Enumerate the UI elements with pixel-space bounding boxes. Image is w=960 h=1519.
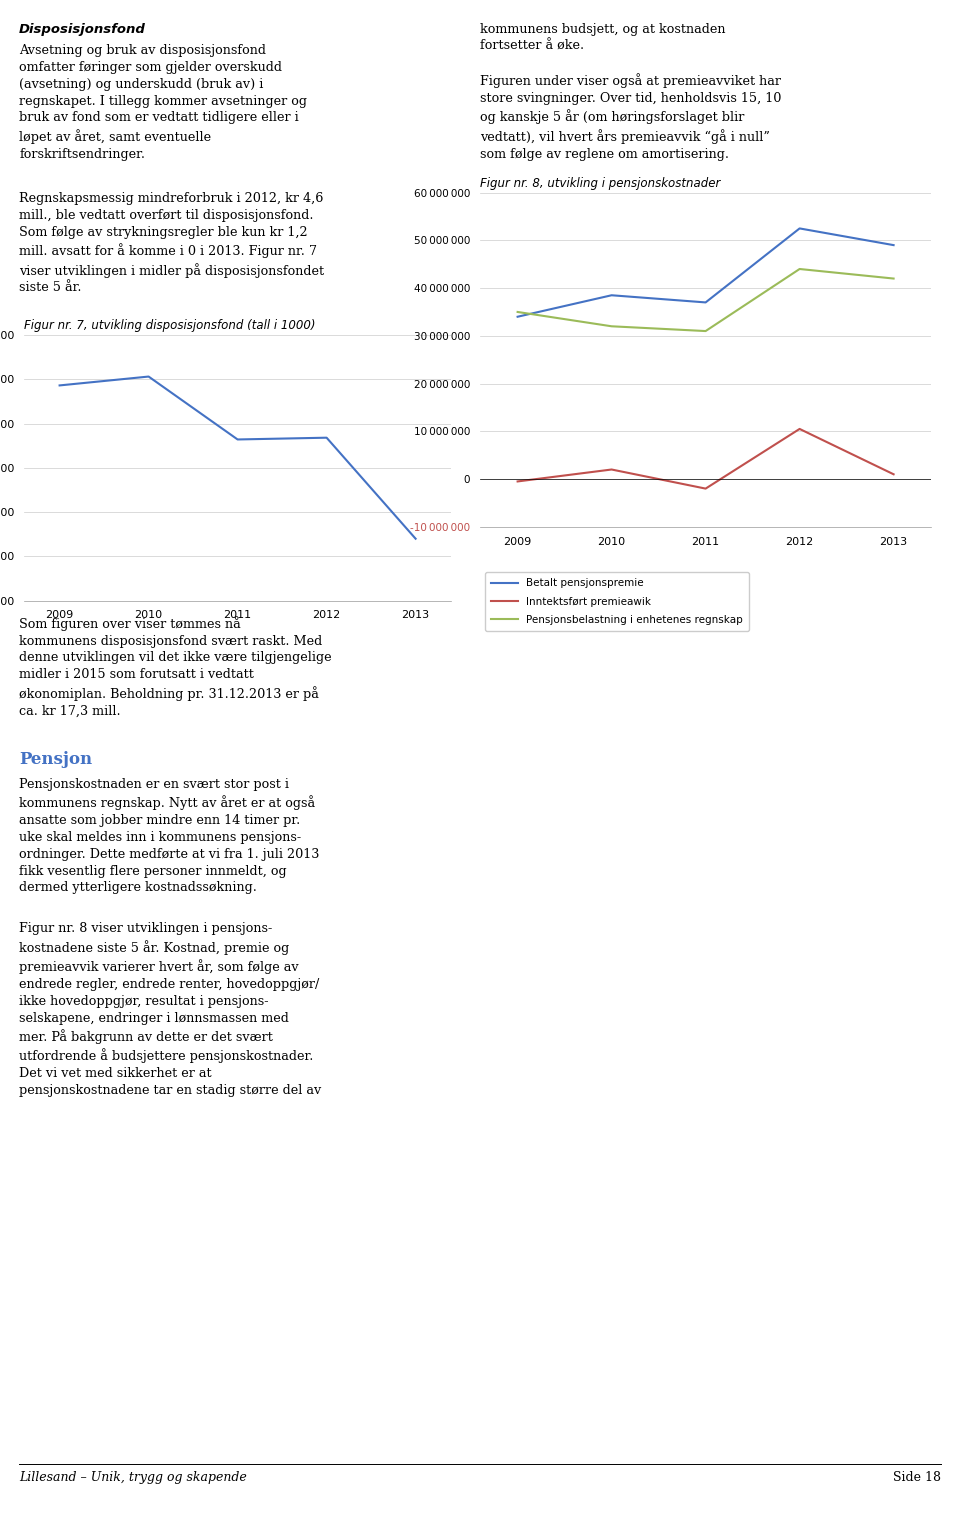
Text: Regnskapsmessig mindreforbruk i 2012, kr 4,6
mill., ble vedtatt overført til dis: Regnskapsmessig mindreforbruk i 2012, kr…: [19, 191, 324, 295]
Text: Figur nr. 8, utvikling i pensjonskostnader: Figur nr. 8, utvikling i pensjonskostnad…: [480, 176, 720, 190]
Betalt pensjonspremie: [512, 308, 523, 327]
Text: Pensjon: Pensjon: [19, 752, 92, 769]
Legend: Betalt pensjonspremie, Inntektsført premieawik, Pensjonsbelastning i enhetenes r: Betalt pensjonspremie, Inntektsført prem…: [485, 573, 749, 632]
Betalt pensjonspremie: [888, 235, 900, 254]
Pensjonsbelastning i enhetenes regnskap: [888, 269, 900, 287]
Text: Disposisjonsfond: Disposisjonsfond: [19, 23, 146, 36]
Pensjonsbelastning i enhetenes regnskap: [794, 260, 805, 278]
Inntektsført premieawik: [888, 465, 900, 483]
Text: Figur nr. 7, utvikling disposisjonsfond (tall i 1000): Figur nr. 7, utvikling disposisjonsfond …: [24, 319, 316, 331]
Pensjonsbelastning i enhetenes regnskap: [700, 322, 711, 340]
Inntektsført premieawik: [794, 419, 805, 437]
Text: Lillesand – Unik, trygg og skapende: Lillesand – Unik, trygg og skapende: [19, 1470, 247, 1484]
Text: Som figuren over viser tømmes nå
kommunens disposisjonsfond svært raskt. Med
den: Som figuren over viser tømmes nå kommune…: [19, 615, 332, 717]
Inntektsført premieawik: [606, 460, 617, 478]
Betalt pensjonspremie: [606, 286, 617, 304]
Text: kommunens budsjett, og at kostnaden
fortsetter å øke.: kommunens budsjett, og at kostnaden fort…: [480, 23, 726, 53]
Line: Inntektsført premieawik: Inntektsført premieawik: [517, 428, 894, 489]
Pensjonsbelastning i enhetenes regnskap: [512, 302, 523, 321]
Line: Pensjonsbelastning i enhetenes regnskap: Pensjonsbelastning i enhetenes regnskap: [517, 269, 894, 331]
Text: Figur nr. 8 viser utviklingen i pensjons-
kostnadene siste 5 år. Kostnad, premie: Figur nr. 8 viser utviklingen i pensjons…: [19, 922, 322, 1097]
Betalt pensjonspremie: [794, 219, 805, 237]
Text: Side 18: Side 18: [893, 1470, 941, 1484]
Inntektsført premieawik: [512, 472, 523, 491]
Text: Avsetning og bruk av disposisjonsfond
omfatter føringer som gjelder overskudd
(a: Avsetning og bruk av disposisjonsfond om…: [19, 44, 307, 161]
Inntektsført premieawik: [700, 480, 711, 498]
Text: Pensjonskostnaden er en svært stor post i
kommunens regnskap. Nytt av året er at: Pensjonskostnaden er en svært stor post …: [19, 778, 320, 895]
Line: Betalt pensjonspremie: Betalt pensjonspremie: [517, 228, 894, 317]
Pensjonsbelastning i enhetenes regnskap: [606, 317, 617, 336]
Text: Figuren under viser også at premieavviket har
store svingninger. Over tid, henho: Figuren under viser også at premieavvike…: [480, 73, 781, 161]
Betalt pensjonspremie: [700, 293, 711, 311]
